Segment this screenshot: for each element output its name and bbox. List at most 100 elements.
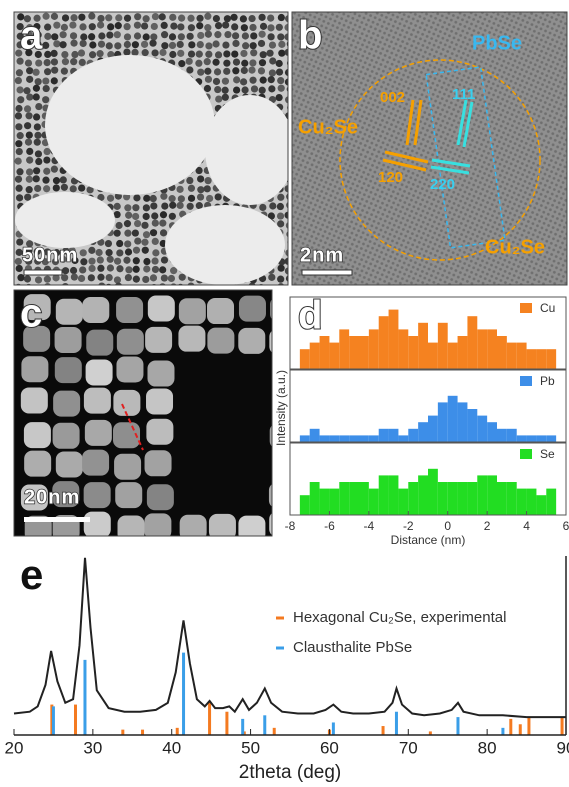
particle [114, 276, 121, 283]
bar [300, 349, 310, 369]
x-tick-label: -4 [364, 519, 375, 533]
particle [23, 87, 30, 94]
particle [79, 59, 86, 66]
phase-label: PbSe [472, 32, 522, 54]
particle [70, 32, 77, 39]
bar [349, 482, 359, 515]
particle [106, 31, 113, 38]
particle [115, 283, 122, 290]
particle [97, 274, 104, 281]
particle [15, 258, 22, 265]
particle [259, 31, 266, 38]
particle [197, 186, 204, 193]
particle [159, 13, 166, 20]
x-tick-label: 40 [162, 738, 181, 757]
particle [80, 258, 87, 265]
bar [448, 482, 458, 515]
legend-swatch [520, 376, 532, 386]
particle [89, 41, 96, 48]
particle [84, 482, 111, 508]
particle [142, 276, 149, 283]
particle [205, 76, 212, 83]
bar [477, 329, 487, 369]
bar [536, 435, 546, 442]
scale-bar [24, 270, 62, 275]
bar [477, 416, 487, 442]
particle [178, 195, 185, 202]
particle [169, 42, 176, 49]
bar [527, 489, 537, 515]
particle [51, 67, 58, 74]
bar [379, 316, 389, 369]
x-tick-label: 70 [399, 738, 418, 757]
particle [259, 204, 266, 211]
particle [62, 14, 69, 21]
plane-label: 002 [380, 89, 405, 106]
bar [536, 349, 546, 369]
plane-label: 120 [378, 169, 403, 186]
particle [170, 22, 177, 29]
particle [16, 58, 23, 65]
particle [150, 33, 157, 40]
particle [107, 195, 114, 202]
particle [251, 85, 258, 92]
particle [249, 77, 256, 84]
bar [546, 435, 556, 442]
particle [176, 186, 183, 193]
particle [143, 15, 150, 22]
bar [448, 396, 458, 442]
particle [278, 14, 285, 21]
particle [241, 86, 248, 93]
particle [115, 482, 142, 508]
particle [15, 112, 22, 119]
plane-label: 220 [430, 176, 455, 193]
particle [44, 276, 51, 283]
particle [150, 202, 157, 209]
particle [26, 157, 33, 164]
particle [151, 212, 158, 219]
particle [150, 274, 157, 281]
particle [177, 202, 184, 209]
particle [151, 49, 158, 56]
bar [497, 336, 507, 369]
particle [97, 15, 104, 22]
particle [133, 257, 140, 264]
bar [458, 336, 468, 369]
particle [134, 13, 141, 20]
particle [24, 105, 31, 112]
particle [33, 167, 40, 174]
bar [359, 435, 369, 442]
particle [204, 68, 211, 75]
panel-label: a [20, 14, 43, 58]
particle [146, 419, 173, 445]
particle [169, 213, 176, 220]
particle [26, 132, 33, 139]
particle [278, 50, 285, 57]
particle [124, 23, 131, 30]
bar [398, 435, 408, 442]
particle [56, 451, 83, 477]
x-tick-label: 60 [320, 738, 339, 757]
bar [458, 482, 468, 515]
particle [278, 41, 285, 48]
panel-label: e [20, 551, 43, 598]
particle [116, 297, 143, 323]
bar [329, 343, 339, 369]
particle [15, 77, 22, 84]
x-tick-label: 0 [444, 519, 451, 533]
particle [35, 78, 42, 85]
bar [339, 435, 349, 442]
particle [223, 60, 230, 67]
particle [43, 156, 50, 163]
particle [197, 193, 204, 200]
bar [536, 495, 546, 515]
particle [240, 78, 247, 85]
legend-label: Pb [540, 374, 555, 388]
particle [204, 24, 211, 31]
particle [71, 273, 78, 280]
particle [260, 77, 267, 84]
particle [21, 356, 48, 382]
bar [487, 329, 497, 369]
x-tick-label: -6 [324, 519, 335, 533]
particle [215, 22, 222, 29]
